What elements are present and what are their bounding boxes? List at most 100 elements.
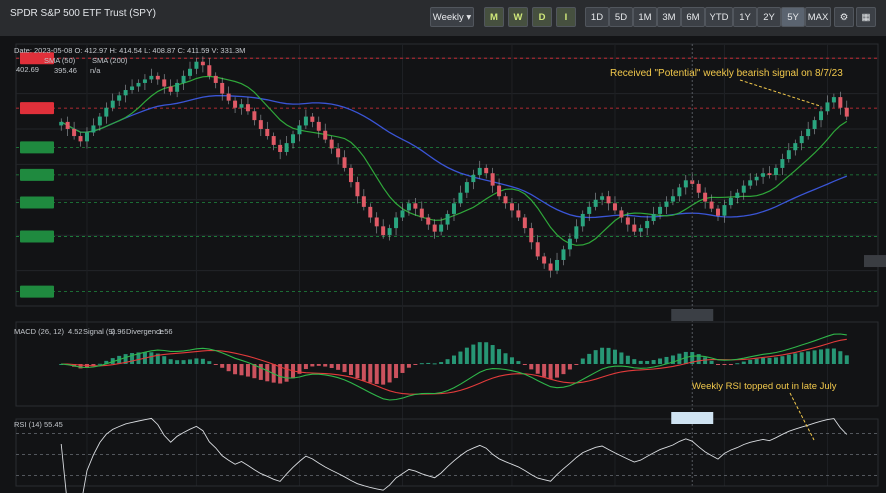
candle-body (567, 238, 572, 250)
range-button-5d[interactable]: 5D (609, 7, 633, 27)
macd-histogram-bar (361, 364, 366, 381)
toolbar: SPDR S&P 500 ETF Trust (SPY) Weekly ▾ M … (0, 0, 886, 37)
candle-body (149, 75, 154, 80)
candle-body (65, 121, 70, 129)
candle-body (696, 183, 701, 193)
candle-body (142, 79, 147, 83)
macd-histogram-bar (220, 364, 225, 368)
candle-body (355, 182, 360, 197)
candle-body (645, 221, 650, 229)
candle-body (709, 201, 714, 209)
macd-histogram-bar (168, 359, 173, 364)
candle-body (735, 192, 740, 199)
macd-pane-frame (15, 321, 879, 407)
macd-histogram-bar (226, 364, 231, 372)
macd-histogram-bar (368, 364, 373, 383)
macd-histogram-bar (258, 364, 263, 380)
sma200-value: 395.46 (54, 66, 77, 75)
macd-histogram-bar (162, 356, 167, 364)
macd-histogram-bar (587, 353, 592, 364)
candle-body (458, 192, 463, 204)
candle-body (600, 196, 605, 200)
intraday-signal-button[interactable]: I (556, 7, 576, 27)
macd-histogram-bar (419, 363, 424, 365)
calculator-icon[interactable]: ▦ (856, 7, 876, 27)
macd-histogram-bar (464, 347, 469, 364)
crosshair-date-badge (671, 412, 714, 424)
candle-body (497, 185, 502, 197)
candle-body (252, 111, 257, 121)
macd-histogram-bar (651, 360, 656, 364)
candle-body (477, 167, 482, 175)
candle-body (226, 93, 231, 101)
macd-histogram-bar (439, 362, 444, 364)
candle-body (213, 75, 218, 83)
range-button-3m[interactable]: 3M (657, 7, 681, 27)
candle-body (426, 217, 431, 225)
candle-body (490, 173, 495, 186)
range-button-6m[interactable]: 6M (681, 7, 705, 27)
candle-body (245, 104, 250, 112)
price-level-badge (20, 52, 54, 65)
candle-body (200, 61, 205, 66)
macd-histogram-bar (200, 358, 205, 364)
macd-histogram-bar (844, 355, 849, 364)
candle-body (413, 203, 418, 209)
candle-body (117, 95, 122, 101)
candle-body (381, 226, 386, 236)
candle-body (284, 143, 289, 152)
candle-body (780, 159, 785, 168)
macd-histogram-bar (741, 361, 746, 364)
rsi-annotation-arrow (789, 392, 815, 441)
range-button-1d[interactable]: 1D (585, 7, 609, 27)
macd-histogram-bar (780, 356, 785, 364)
right-price-badge (864, 255, 886, 268)
macd-histogram-bar (213, 364, 218, 365)
macd-histogram-bar (670, 355, 675, 364)
macd-histogram-bar (658, 358, 663, 364)
candle-body (188, 68, 192, 76)
macd-histogram-bar (400, 364, 405, 373)
macd-histogram-bar (709, 360, 714, 364)
chart-background (0, 36, 886, 493)
candle-body (303, 116, 308, 126)
interval-dropdown[interactable]: Weekly ▾ (430, 7, 474, 27)
daily-signal-button[interactable]: D (532, 7, 552, 27)
candle-body (419, 208, 424, 218)
candle-body (522, 217, 527, 229)
bearish-annotation: Received "Potential" weekly bearish sign… (610, 68, 843, 79)
weekly-signal-button[interactable]: W (508, 7, 528, 27)
candle-body (690, 180, 695, 184)
candle-body (155, 75, 160, 80)
macd-histogram-bar (690, 352, 695, 364)
candle-body (258, 120, 263, 129)
macd-histogram-bar (316, 364, 321, 366)
rsi-annotation: Weekly RSI topped out in late July (692, 381, 837, 392)
candle-body (812, 120, 817, 129)
rsi-pane-frame (15, 418, 879, 487)
macd-histogram-bar (484, 342, 489, 364)
range-button-2y[interactable]: 2Y (757, 7, 781, 27)
candle-body (342, 157, 347, 168)
range-button-ytd[interactable]: YTD (705, 7, 733, 27)
candle-body (677, 187, 682, 197)
macd-histogram-bar (677, 353, 682, 364)
candle-body (664, 201, 669, 207)
macd-histogram-bar (104, 360, 109, 364)
rsi-line (60, 417, 848, 493)
macd-histogram-bar (130, 353, 135, 364)
candle-body (136, 82, 141, 87)
settings-icon[interactable]: ⚙ (834, 7, 854, 27)
stock-chart[interactable]: Date: 2023-05-08 O: 412.97 H: 414.54 L: … (0, 36, 886, 493)
macd-histogram-bar (838, 351, 843, 364)
candle-body (452, 203, 456, 214)
macd-histogram-bar (181, 360, 186, 364)
monthly-signal-button[interactable]: M (484, 7, 504, 27)
candle-body (722, 205, 727, 216)
candle-body (587, 206, 592, 214)
range-button-1y[interactable]: 1Y (733, 7, 757, 27)
range-button-max[interactable]: MAX (805, 7, 831, 27)
range-button-1m[interactable]: 1M (633, 7, 657, 27)
candle-body (670, 196, 675, 202)
range-button-5y[interactable]: 5Y (781, 7, 805, 27)
